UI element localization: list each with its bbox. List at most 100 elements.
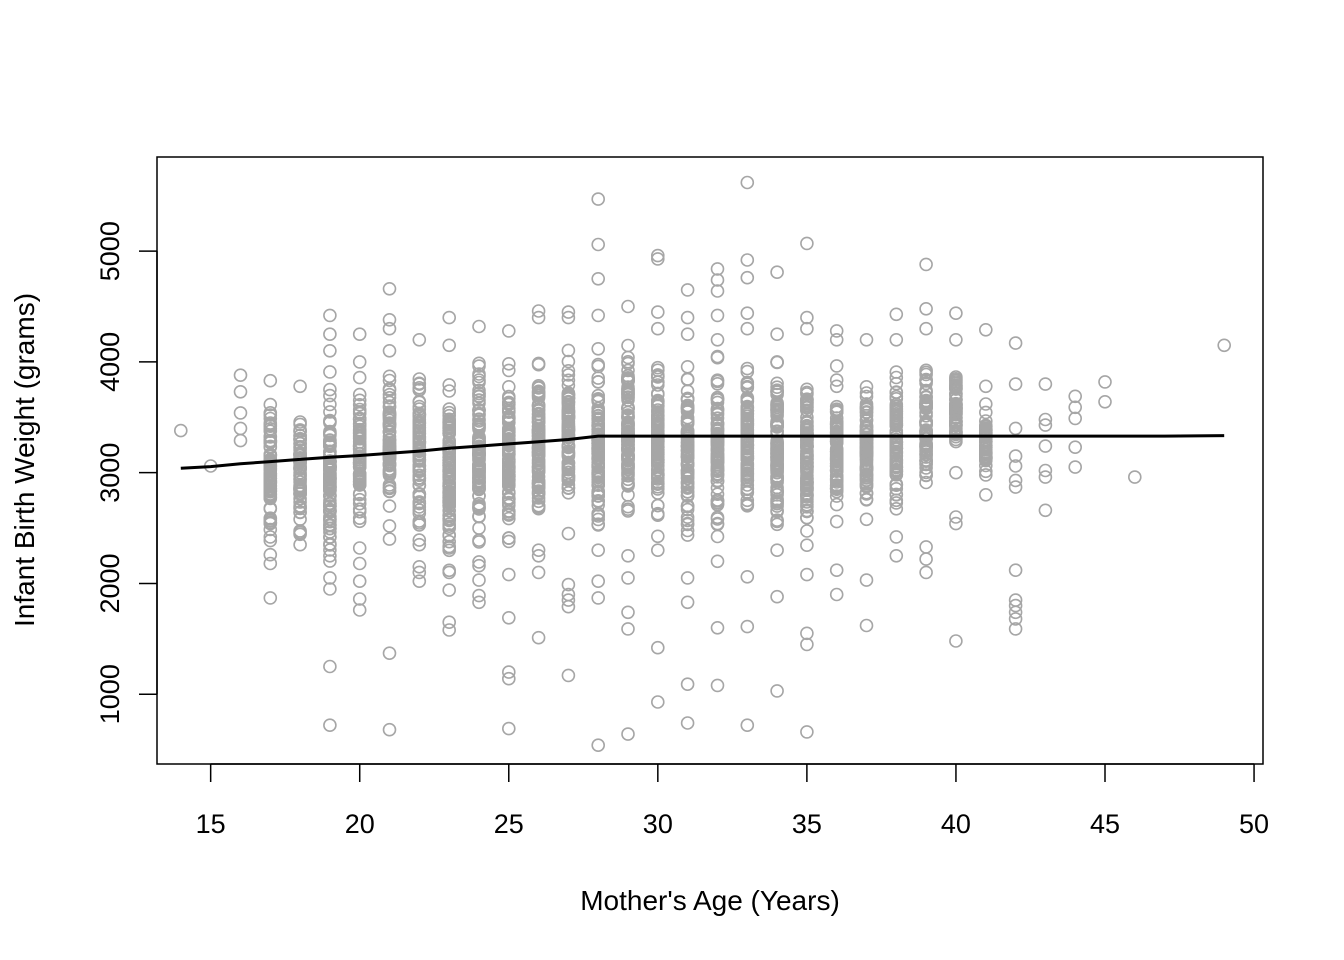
data-point — [263, 408, 278, 422]
data-point — [859, 427, 874, 442]
data-point — [710, 448, 725, 462]
data-point — [382, 399, 397, 413]
data-point — [293, 499, 307, 513]
data-point — [621, 622, 635, 636]
data-point — [859, 332, 874, 347]
data-point — [591, 424, 606, 439]
data-point — [770, 415, 784, 429]
data-point — [1038, 463, 1053, 478]
data-point — [442, 338, 457, 353]
data-point — [1008, 612, 1023, 626]
y-tick-label: 5000 — [95, 221, 125, 281]
data-point — [412, 559, 427, 574]
data-point — [352, 511, 367, 526]
data-point — [710, 497, 725, 512]
data-point — [501, 356, 516, 371]
data-point — [800, 504, 814, 519]
data-point — [650, 467, 665, 481]
data-point — [680, 449, 695, 464]
data-point — [680, 384, 695, 399]
data-point — [293, 512, 307, 527]
x-tick-label: 50 — [1239, 809, 1269, 839]
data-point — [919, 418, 933, 432]
data-point — [650, 453, 665, 468]
x-axis: 15 20 25 30 35 40 45 50 — [196, 763, 1269, 839]
data-point — [472, 452, 486, 467]
data-point — [323, 472, 337, 487]
data-point — [591, 308, 606, 323]
data-point — [859, 512, 874, 527]
data-point — [978, 487, 993, 502]
data-point — [501, 508, 516, 522]
data-point — [889, 487, 904, 502]
data-point — [531, 565, 546, 580]
data-point — [412, 332, 427, 347]
data-point — [919, 447, 933, 462]
data-point — [472, 481, 486, 496]
data-point — [472, 573, 486, 587]
data-point — [680, 489, 695, 504]
data-point — [621, 368, 635, 383]
data-point — [323, 503, 337, 518]
data-point — [978, 468, 993, 482]
data-point — [621, 442, 635, 457]
data-point — [829, 373, 844, 387]
data-point — [442, 541, 457, 555]
data-point — [978, 379, 993, 394]
data-point — [919, 400, 933, 414]
data-point — [650, 368, 665, 382]
data-point — [859, 573, 874, 587]
data-point — [442, 412, 457, 427]
data-point — [740, 569, 755, 584]
data-point — [680, 513, 695, 528]
data-point — [472, 383, 486, 398]
data-point — [859, 386, 874, 400]
data-point — [710, 376, 725, 391]
data-point — [770, 444, 784, 459]
data-point — [621, 400, 635, 415]
data-point — [263, 397, 278, 412]
data-point — [680, 439, 695, 454]
y-axis-title: Infant Birth Weight (grams) — [9, 293, 40, 627]
data-point — [531, 310, 546, 325]
data-point — [263, 530, 278, 544]
data-point — [442, 450, 457, 464]
data-point — [531, 481, 546, 495]
data-point — [1038, 439, 1053, 453]
data-point — [591, 439, 606, 454]
x-tick-label: 35 — [792, 809, 822, 839]
data-point — [889, 464, 904, 479]
data-point — [501, 504, 516, 519]
x-tick-label: 30 — [643, 809, 673, 839]
data-point — [1008, 598, 1023, 613]
data-point — [650, 248, 665, 263]
data-point — [442, 384, 457, 398]
data-point — [650, 396, 665, 411]
data-point — [859, 469, 874, 483]
data-point — [323, 488, 337, 503]
data-point — [382, 312, 397, 327]
data-point — [323, 327, 337, 342]
data-point — [829, 402, 844, 417]
data-point — [352, 387, 367, 402]
data-point — [591, 485, 606, 499]
data-point — [621, 372, 635, 387]
data-point — [800, 626, 814, 641]
data-point — [650, 252, 665, 266]
data-point — [978, 452, 993, 467]
data-point — [1038, 503, 1053, 518]
data-point — [442, 310, 457, 325]
data-point — [650, 472, 665, 486]
data-point — [650, 445, 665, 460]
data-point — [293, 525, 307, 540]
data-point — [740, 718, 755, 733]
data-point — [293, 428, 307, 443]
data-point — [352, 592, 367, 606]
data-point — [710, 678, 725, 693]
data-point — [591, 488, 606, 503]
data-point — [770, 513, 784, 528]
data-point — [472, 422, 486, 437]
data-point — [621, 472, 635, 487]
data-point — [710, 620, 725, 635]
data-point — [621, 465, 635, 479]
